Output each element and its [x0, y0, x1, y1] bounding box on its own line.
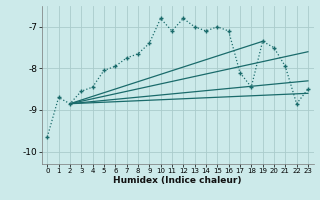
X-axis label: Humidex (Indice chaleur): Humidex (Indice chaleur) [113, 176, 242, 185]
